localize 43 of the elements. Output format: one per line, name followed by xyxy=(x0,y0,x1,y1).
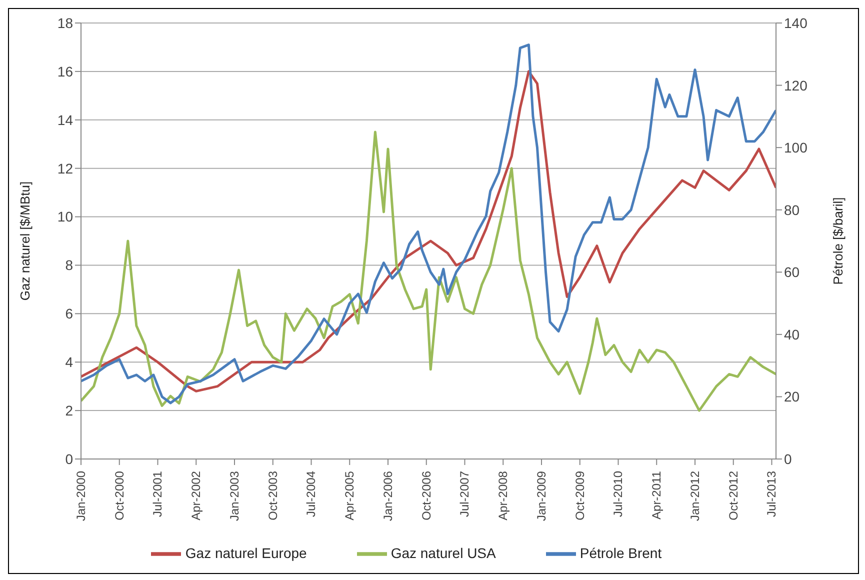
x-tick-label: Apr-2005 xyxy=(342,470,357,520)
y-axis-title: Gaz naturel [$/MBtu] xyxy=(18,181,33,301)
x-tick-label: Jul-2013 xyxy=(764,470,779,518)
x-tick-label: Jan-2000 xyxy=(74,470,88,522)
x-tick-label: Jul-2007 xyxy=(458,470,472,518)
y-tick-label: 18 xyxy=(57,14,74,31)
y-tick-label: 16 xyxy=(57,63,74,80)
line-series xyxy=(81,130,776,412)
x-tick-label: Oct-2000 xyxy=(112,470,126,520)
x-tick-label: Apr-2008 xyxy=(496,470,510,520)
y2-tick-label: 40 xyxy=(784,326,800,342)
x-tick-label: Jan-2009 xyxy=(534,470,548,522)
legend-label: Pétrole Brent xyxy=(580,544,662,561)
x-tick-label: Oct-2012 xyxy=(726,470,740,520)
x-tick-label: Jan-2003 xyxy=(227,470,242,522)
legend-label: Gaz naturel USA xyxy=(390,544,496,561)
x-tick-label: Oct-2009 xyxy=(572,470,587,520)
y2-tick-label: 60 xyxy=(784,264,800,280)
y2-tick-label: 20 xyxy=(784,388,800,405)
y-tick-label: 4 xyxy=(65,354,74,370)
y-tick-label: 2 xyxy=(65,402,74,419)
x-tick-label: Jul-2001 xyxy=(150,470,165,518)
x-tick-label: Apr-2011 xyxy=(650,470,664,520)
y-tick-label: 14 xyxy=(57,112,74,128)
legend-label: Gaz naturel Europe xyxy=(185,544,307,561)
x-tick-label: Jul-2004 xyxy=(304,470,318,518)
y2-tick-label: 140 xyxy=(784,14,808,31)
y2-tick-label: 120 xyxy=(784,77,808,94)
y2-tick-label: 0 xyxy=(784,450,792,467)
y-tick-label: 6 xyxy=(65,306,74,322)
x-tick-label: Oct-2003 xyxy=(266,470,280,520)
y-tick-label: 10 xyxy=(57,208,74,225)
y2-axis-title: Pétrole [$/baril] xyxy=(830,197,846,285)
x-tick-label: Jan-2012 xyxy=(688,470,702,522)
x-tick-label: Jan-2006 xyxy=(380,470,395,522)
x-tick-label: Apr-2002 xyxy=(189,470,204,520)
y2-tick-label: 80 xyxy=(784,202,800,218)
x-tick-label: Jul-2010 xyxy=(611,470,626,518)
y-tick-label: 12 xyxy=(57,160,74,176)
y-tick-label: 0 xyxy=(65,450,74,467)
x-tick-label: Oct-2006 xyxy=(419,470,434,520)
y-tick-label: 8 xyxy=(65,257,74,274)
y2-tick-label: 100 xyxy=(784,140,808,156)
